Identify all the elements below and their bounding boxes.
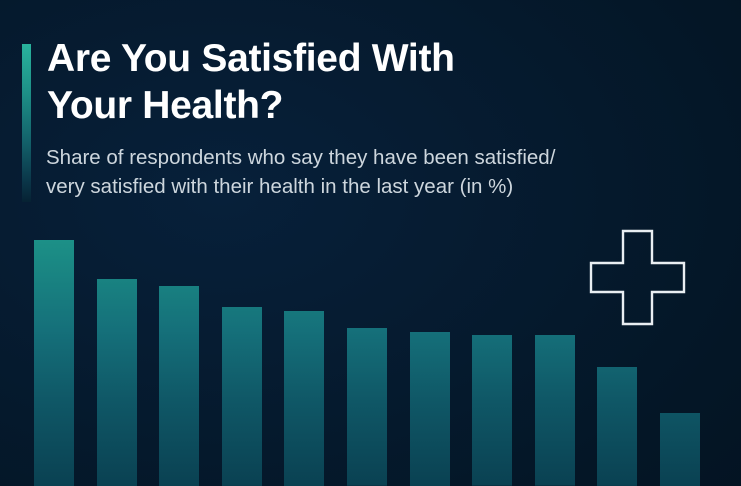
page-subtitle: Share of respondents who say they have b… (46, 143, 726, 201)
title-line-2: Your Health? (47, 84, 284, 127)
bar[interactable] (221, 307, 262, 486)
bar[interactable] (159, 285, 200, 486)
bar[interactable] (347, 328, 387, 486)
bar[interactable] (284, 310, 325, 486)
accent-bar (22, 44, 31, 202)
bar[interactable] (472, 335, 513, 486)
subtitle-line-2: very satisfied with their health in the … (46, 175, 514, 198)
header: Are You Satisfied With Your Health? Shar… (0, 0, 741, 215)
medical-cross-icon (589, 229, 686, 326)
bar[interactable] (34, 240, 74, 486)
bar[interactable] (534, 335, 575, 486)
page-title: Are You Satisfied With Your Health? (47, 35, 707, 129)
bar-chart: 8574726665605958584936 (0, 215, 741, 486)
bar[interactable] (660, 412, 700, 486)
bar[interactable] (96, 278, 137, 486)
subtitle-line-1: Share of respondents who say they have b… (46, 146, 556, 169)
title-line-1: Are You Satisfied With (47, 37, 455, 80)
chart-plot-area: 8574726665605958584936 (0, 215, 741, 486)
bar[interactable] (409, 331, 450, 486)
bar[interactable] (597, 367, 638, 486)
